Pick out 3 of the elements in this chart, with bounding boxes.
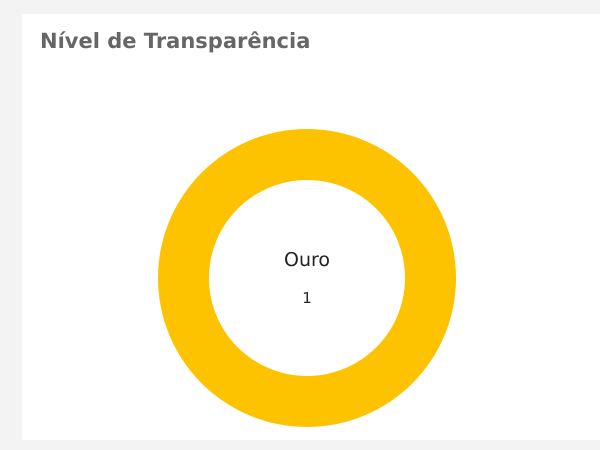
data-label: 1 — [302, 289, 312, 307]
slice-label: Ouro — [284, 249, 330, 271]
chart-title: Nível de Transparência — [40, 29, 310, 53]
